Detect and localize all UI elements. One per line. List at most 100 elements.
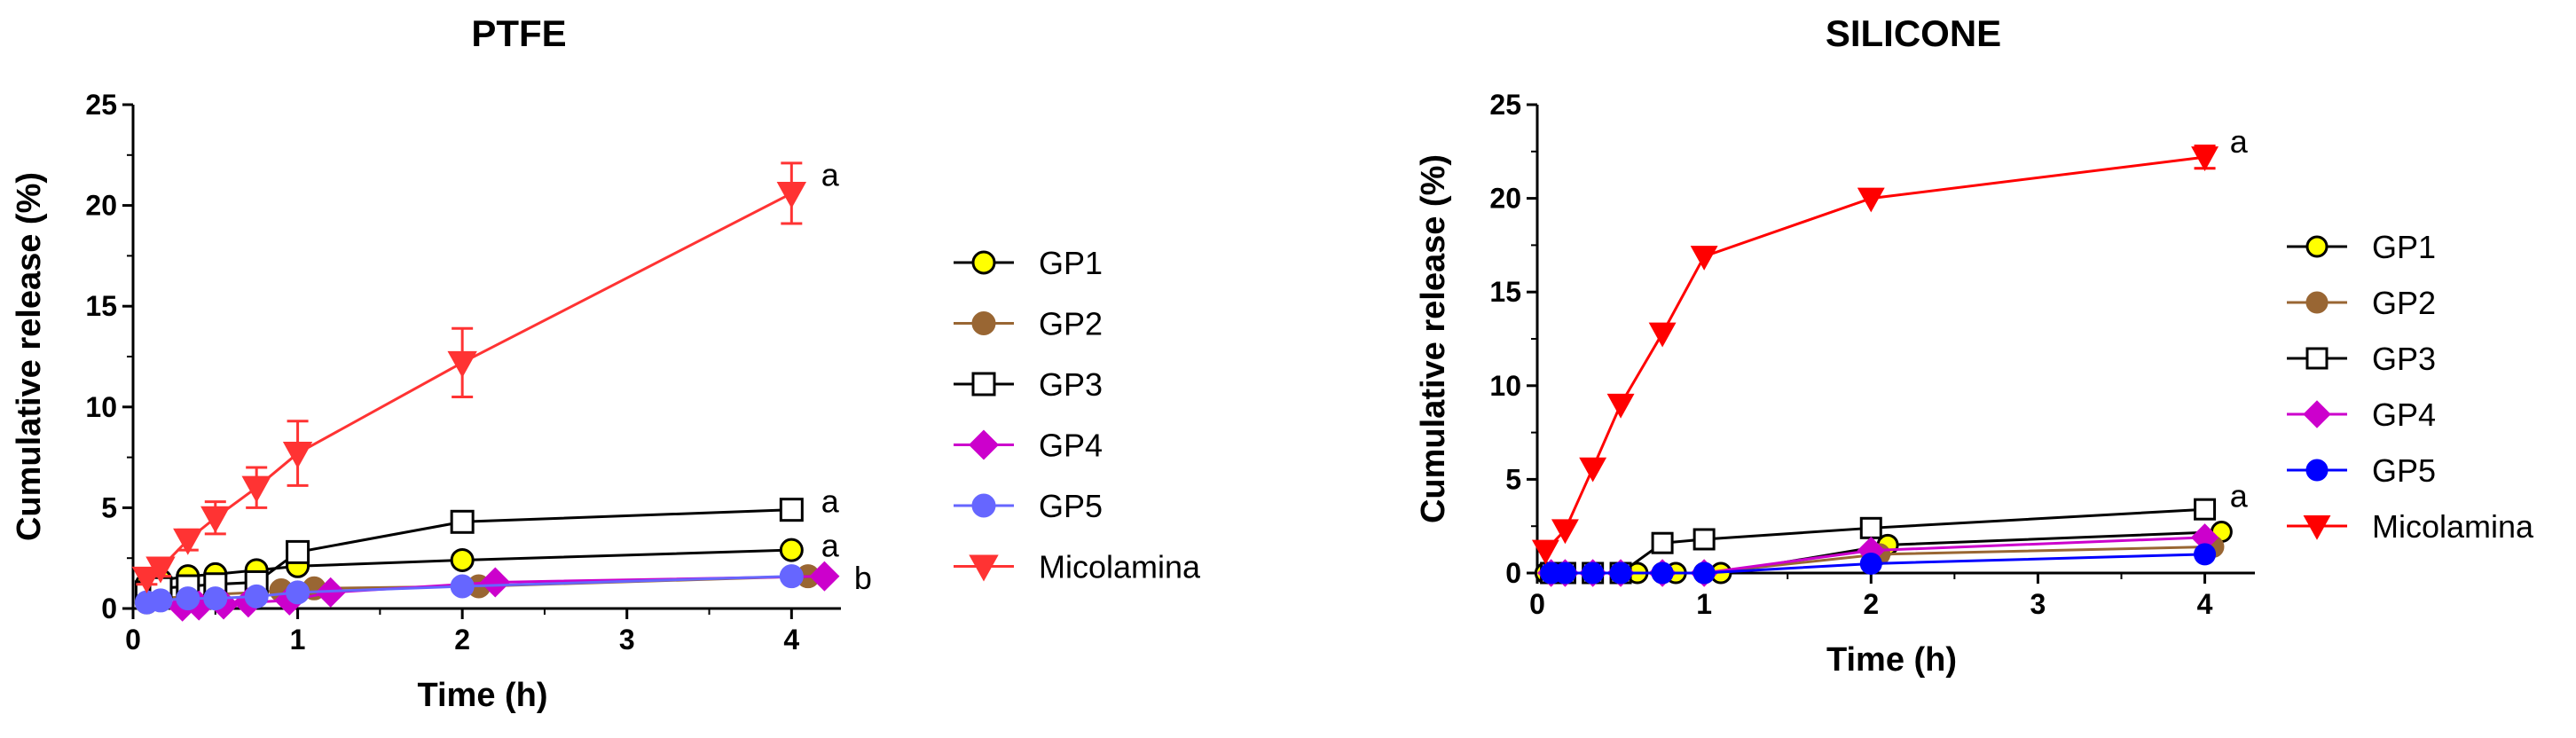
legend-item-Micolamina: Micolamina — [2287, 508, 2534, 545]
series-GP5 — [134, 564, 804, 615]
data-point — [779, 498, 804, 522]
legend-marker — [2303, 515, 2331, 540]
data-point — [779, 538, 804, 562]
chart-title: PTFE — [471, 12, 566, 54]
y-tick-label: 20 — [1489, 183, 1521, 215]
legend-item-GP4: GP4 — [2287, 396, 2436, 433]
legend-marker — [2305, 235, 2329, 258]
chart-title: SILICONE — [1826, 12, 2001, 54]
legend-marker — [971, 250, 996, 275]
legend-item-GP2: GP2 — [954, 306, 1103, 342]
y-tick-label: 0 — [101, 593, 117, 624]
legend-item-GP1: GP1 — [954, 245, 1103, 281]
data-point — [286, 580, 310, 605]
series-line — [1544, 155, 2205, 552]
data-point — [1551, 519, 1579, 545]
legend-item-Micolamina: Micolamina — [954, 549, 1201, 585]
legend-label: GP2 — [1039, 306, 1103, 342]
data-point — [1651, 561, 1674, 585]
legend-label: GP5 — [1039, 488, 1103, 524]
data-point — [148, 588, 173, 613]
y-tick-label: 15 — [1489, 276, 1521, 308]
data-point — [203, 586, 228, 611]
significance-annotation: a — [2230, 477, 2249, 514]
data-point — [1859, 516, 1882, 539]
data-point — [809, 561, 840, 592]
data-point — [779, 564, 804, 589]
data-point — [1648, 322, 1677, 348]
significance-annotation: b — [854, 560, 872, 596]
x-tick-label: 1 — [1696, 588, 1712, 620]
legend-label: GP1 — [2372, 229, 2436, 265]
data-point — [241, 475, 271, 503]
legend-item-GP4: GP4 — [954, 428, 1103, 464]
legend-item-GP3: GP3 — [954, 366, 1103, 403]
legend-item-GP3: GP3 — [2287, 341, 2436, 377]
significance-annotation: a — [821, 483, 840, 520]
series-GP5 — [1540, 543, 2217, 585]
y-tick-label: 0 — [1505, 557, 1521, 589]
legend-marker — [971, 311, 996, 335]
data-point — [2194, 543, 2217, 566]
y-tick-label: 10 — [85, 391, 117, 423]
data-point — [282, 442, 313, 469]
x-axis-label: Time (h) — [417, 677, 547, 714]
data-point — [286, 539, 310, 564]
chart-panel-2: SILICONE 0 5 10 15 20 25 0 1 2 3 4 Time (h) Cumulativ… — [1415, 12, 2534, 679]
data-point — [2194, 498, 2217, 521]
data-point — [2191, 146, 2219, 171]
legend-marker — [2305, 347, 2329, 370]
y-tick-label: 25 — [85, 89, 117, 121]
x-tick-label: 4 — [783, 624, 799, 656]
data-point — [1531, 539, 1559, 565]
legend-label: GP3 — [2372, 341, 2436, 377]
data-point — [447, 350, 477, 378]
legend-marker — [968, 429, 1000, 460]
data-point — [244, 584, 269, 608]
legend-item-GP2: GP2 — [2287, 285, 2436, 321]
legend-marker — [2305, 291, 2329, 314]
y-tick-label: 15 — [85, 290, 117, 322]
legend-label: GP2 — [2372, 285, 2436, 321]
data-point — [450, 509, 475, 534]
data-point — [450, 547, 475, 572]
y-tick-label: 10 — [1489, 370, 1521, 402]
x-tick-label: 2 — [454, 624, 470, 656]
significance-annotation: a — [2230, 123, 2249, 160]
x-tick-label: 0 — [1529, 588, 1545, 620]
y-tick-label: 25 — [1489, 89, 1521, 121]
data-point — [776, 181, 807, 209]
y-axis-label: Cumulative release (%) — [11, 172, 48, 541]
x-tick-label: 1 — [290, 624, 306, 656]
y-tick-label: 20 — [85, 190, 117, 222]
y-tick-label: 5 — [1505, 463, 1521, 495]
x-tick-label: 3 — [2030, 588, 2046, 620]
data-point — [1692, 561, 1716, 585]
y-axis-label: Cumulative release (%) — [1415, 154, 1452, 523]
data-point — [176, 586, 200, 611]
data-point — [1553, 561, 1576, 585]
legend-label: GP5 — [2372, 452, 2436, 489]
legend-marker — [971, 493, 996, 518]
data-point — [173, 528, 203, 555]
data-point — [131, 566, 162, 593]
legend-marker — [2305, 459, 2329, 482]
series-Micolamina — [1531, 144, 2219, 565]
data-point — [1579, 457, 1607, 483]
x-tick-label: 0 — [125, 624, 141, 656]
legend-marker — [969, 554, 999, 582]
x-tick-label: 2 — [1863, 588, 1879, 620]
data-point — [200, 506, 231, 533]
data-point — [1651, 531, 1674, 554]
y-tick-label: 5 — [101, 491, 117, 523]
data-point — [450, 574, 475, 599]
legend-marker — [2303, 400, 2331, 428]
legend-label: Micolamina — [2372, 508, 2534, 545]
data-point — [1690, 246, 1718, 271]
legend-marker — [971, 372, 996, 396]
chart-panel-1: PTFE 0 5 10 15 20 25 0 1 2 3 4 Time (h) Cumulative re… — [11, 12, 1201, 714]
significance-annotation: a — [821, 157, 840, 193]
legend-item-GP1: GP1 — [2287, 229, 2436, 265]
data-point — [1692, 528, 1716, 551]
